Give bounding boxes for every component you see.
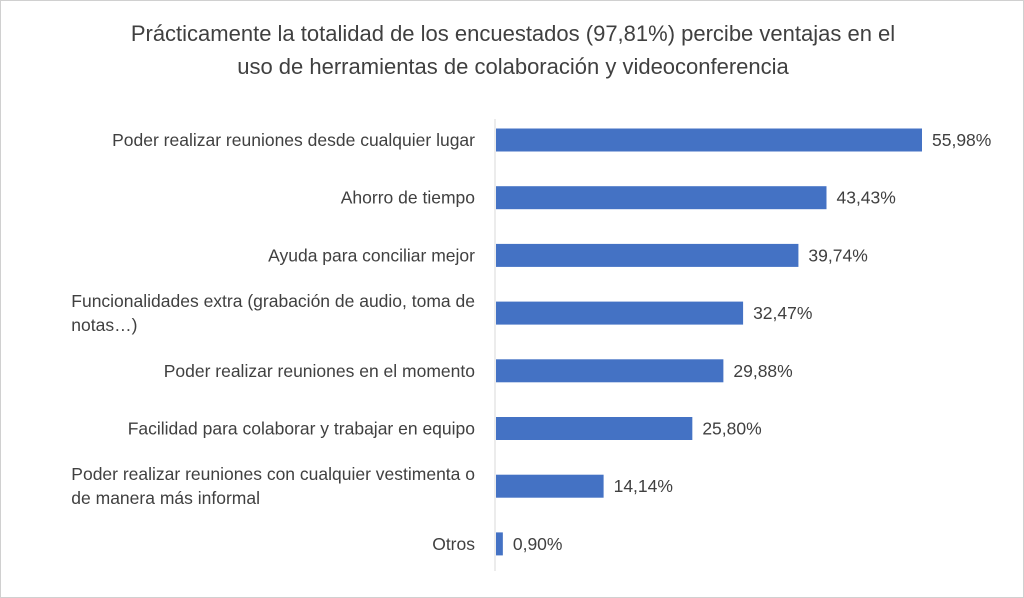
category-label-6-line-0: Poder realizar reuniones con cualquier v… bbox=[71, 464, 475, 484]
bar-6 bbox=[496, 474, 604, 498]
category-label-6-line-1: de manera más informal bbox=[71, 488, 260, 508]
category-label-1: Ahorro de tiempo bbox=[341, 188, 475, 208]
value-label-2: 39,74% bbox=[808, 245, 867, 265]
category-label-3-line-1: notas…) bbox=[71, 315, 137, 335]
bar-3 bbox=[496, 301, 744, 325]
value-label-0: 55,98% bbox=[932, 130, 991, 150]
value-label-4: 29,88% bbox=[733, 361, 792, 381]
value-label-1: 43,43% bbox=[836, 188, 895, 208]
value-label-7: 0,90% bbox=[513, 534, 563, 554]
category-label-2: Ayuda para conciliar mejor bbox=[268, 245, 475, 265]
bar-1 bbox=[496, 186, 827, 210]
bar-2 bbox=[496, 243, 799, 267]
value-label-6: 14,14% bbox=[614, 476, 673, 496]
bar-5 bbox=[496, 417, 693, 440]
category-label-4: Poder realizar reuniones en el momento bbox=[164, 361, 475, 381]
value-label-5: 25,80% bbox=[702, 419, 761, 439]
chart-title-line-1: Prácticamente la totalidad de los encues… bbox=[130, 21, 896, 46]
category-label-7: Otros bbox=[432, 534, 475, 554]
value-label-3: 32,47% bbox=[753, 303, 812, 323]
bar-7 bbox=[496, 532, 503, 556]
category-label-3-line-0: Funcionalidades extra (grabación de audi… bbox=[71, 291, 475, 311]
category-label-5: Facilidad para colaborar y trabajar en e… bbox=[128, 419, 475, 439]
chart-title-line-2: uso de herramientas de colaboración y vi… bbox=[237, 54, 789, 79]
category-label-0: Poder realizar reuniones desde cualquier… bbox=[112, 130, 475, 150]
bar-0 bbox=[496, 128, 922, 152]
bar-4 bbox=[496, 359, 724, 383]
